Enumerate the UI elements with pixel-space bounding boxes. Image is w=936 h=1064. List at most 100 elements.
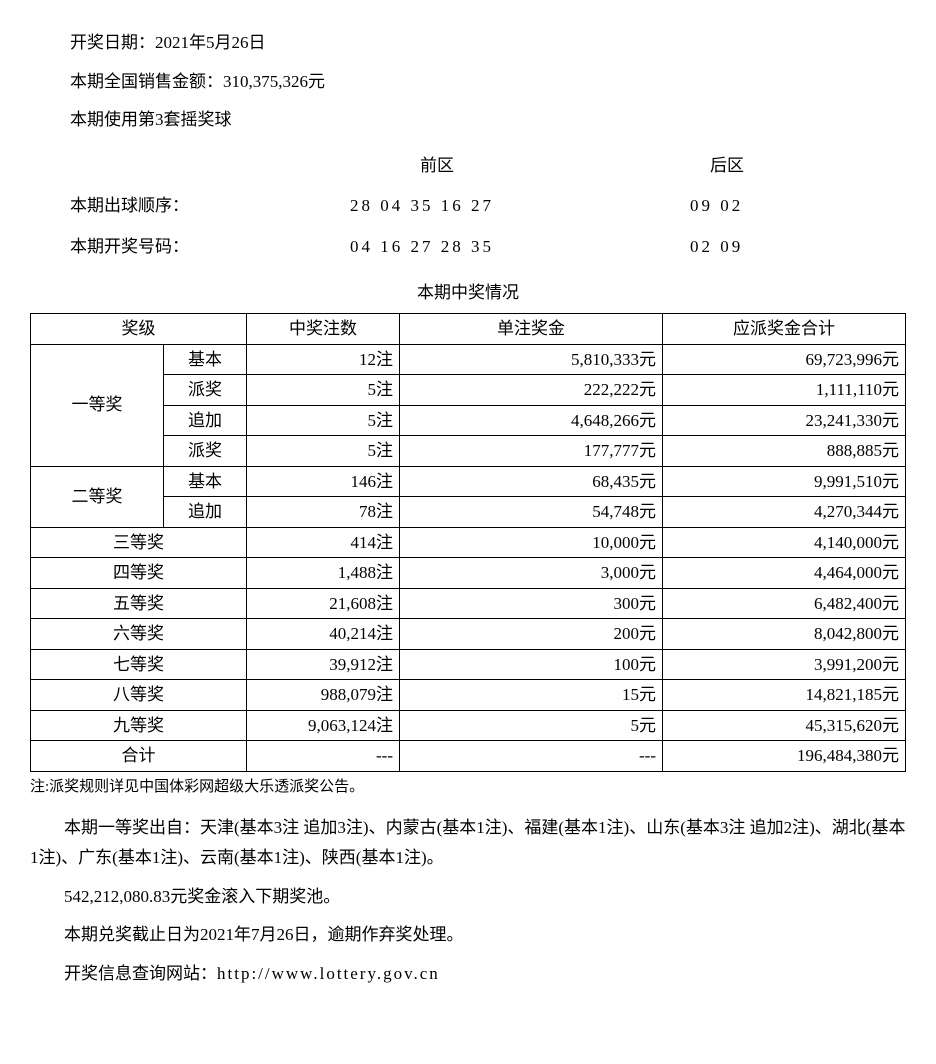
cell-prize: 177,777元 [400,436,663,467]
cell-level: 八等奖 [31,680,247,711]
winning-front: 04 16 27 28 35 [350,232,690,263]
cell-count: 1,488注 [247,558,400,589]
ball-set-line: 本期使用第3套摇奖球 [70,105,906,136]
cell-total: 888,885元 [663,436,906,467]
winning-numbers-row: 本期开奖号码： 04 16 27 28 35 02 09 [70,232,906,263]
cell-prize: 5元 [400,710,663,741]
winning-back: 02 09 [690,232,743,263]
website-label: 开奖信息查询网站： [64,964,217,983]
rules-note: 注:派奖规则详见中国体彩网超级大乐透派奖公告。 [30,774,906,801]
header-count: 中奖注数 [247,314,400,345]
cell-sublevel: 基本 [164,466,247,497]
header-prize: 单注奖金 [400,314,663,345]
draw-order-back: 09 02 [690,191,743,222]
table-row: 四等奖1,488注3,000元4,464,000元 [31,558,906,589]
numbers-section: 前区 后区 本期出球顺序： 28 04 35 16 27 09 02 本期开奖号… [70,151,906,263]
cell-sublevel: 追加 [164,405,247,436]
cell-level: 一等奖 [31,344,164,466]
website-paragraph: 开奖信息查询网站：http://www.lottery.gov.cn [30,959,906,990]
front-header: 前区 [350,151,690,182]
cell-prize: 54,748元 [400,497,663,528]
cell-prize: 300元 [400,588,663,619]
draw-order-label: 本期出球顺序： [70,191,350,222]
cell-total: 69,723,996元 [663,344,906,375]
table-header-row: 奖级 中奖注数 单注奖金 应派奖金合计 [31,314,906,345]
cell-prize: 68,435元 [400,466,663,497]
table-row: 一等奖基本12注5,810,333元69,723,996元 [31,344,906,375]
cell-level: 三等奖 [31,527,247,558]
cell-count: 5注 [247,375,400,406]
cell-count: 146注 [247,466,400,497]
cell-prize: 200元 [400,619,663,650]
cell-total: 4,270,344元 [663,497,906,528]
table-row: 合计------196,484,380元 [31,741,906,772]
cell-count: 988,079注 [247,680,400,711]
draw-date-line: 开奖日期：2021年5月26日 [70,28,906,59]
table-row: 六等奖40,214注200元8,042,800元 [31,619,906,650]
cell-sublevel: 派奖 [164,375,247,406]
draw-order-front: 28 04 35 16 27 [350,191,690,222]
cell-prize: --- [400,741,663,772]
sales-line: 本期全国销售金额：310,375,326元 [70,67,906,98]
cell-level: 九等奖 [31,710,247,741]
winners-paragraph: 本期一等奖出自：天津(基本3注 追加3注)、内蒙古(基本1注)、福建(基本1注)… [30,813,906,874]
sales-label: 本期全国销售金额： [70,72,223,91]
cell-prize: 100元 [400,649,663,680]
table-row: 三等奖414注10,000元4,140,000元 [31,527,906,558]
table-row: 二等奖基本146注68,435元9,991,510元 [31,466,906,497]
deadline-paragraph: 本期兑奖截止日为2021年7月26日，逾期作弃奖处理。 [30,920,906,951]
cell-total: 3,991,200元 [663,649,906,680]
cell-prize: 3,000元 [400,558,663,589]
cell-count: 5注 [247,405,400,436]
cell-total: 45,315,620元 [663,710,906,741]
cell-count: 9,063,124注 [247,710,400,741]
cell-sublevel: 派奖 [164,436,247,467]
cell-prize: 15元 [400,680,663,711]
cell-count: 414注 [247,527,400,558]
table-row: 七等奖39,912注100元3,991,200元 [31,649,906,680]
back-header: 后区 [690,151,744,182]
cell-total: 196,484,380元 [663,741,906,772]
cell-level: 五等奖 [31,588,247,619]
numbers-header-row: 前区 后区 [70,151,906,182]
cell-prize: 10,000元 [400,527,663,558]
draw-date-value: 2021年5月26日 [155,33,266,52]
sales-value: 310,375,326元 [223,72,325,91]
cell-total: 23,241,330元 [663,405,906,436]
cell-level: 四等奖 [31,558,247,589]
cell-count: 5注 [247,436,400,467]
draw-order-row: 本期出球顺序： 28 04 35 16 27 09 02 [70,191,906,222]
cell-total: 4,464,000元 [663,558,906,589]
header-level: 奖级 [31,314,247,345]
cell-sublevel: 追加 [164,497,247,528]
cell-total: 8,042,800元 [663,619,906,650]
header-total: 应派奖金合计 [663,314,906,345]
cell-total: 9,991,510元 [663,466,906,497]
cell-count: --- [247,741,400,772]
prize-table: 奖级 中奖注数 单注奖金 应派奖金合计 一等奖基本12注5,810,333元69… [30,313,906,772]
cell-total: 4,140,000元 [663,527,906,558]
winning-label: 本期开奖号码： [70,232,350,263]
cell-count: 40,214注 [247,619,400,650]
cell-prize: 222,222元 [400,375,663,406]
cell-sublevel: 基本 [164,344,247,375]
cell-prize: 4,648,266元 [400,405,663,436]
cell-level: 二等奖 [31,466,164,527]
cell-total: 1,111,110元 [663,375,906,406]
cell-count: 78注 [247,497,400,528]
cell-total: 6,482,400元 [663,588,906,619]
table-title: 本期中奖情况 [30,278,906,309]
table-row: 五等奖21,608注300元6,482,400元 [31,588,906,619]
cell-total: 14,821,185元 [663,680,906,711]
cell-level: 六等奖 [31,619,247,650]
cell-count: 21,608注 [247,588,400,619]
cell-prize: 5,810,333元 [400,344,663,375]
table-row: 八等奖988,079注15元14,821,185元 [31,680,906,711]
website-url: http://www.lottery.gov.cn [217,964,440,983]
rollover-paragraph: 542,212,080.83元奖金滚入下期奖池。 [30,882,906,913]
draw-date-label: 开奖日期： [70,33,155,52]
cell-level: 七等奖 [31,649,247,680]
table-row: 九等奖9,063,124注5元45,315,620元 [31,710,906,741]
cell-level: 合计 [31,741,247,772]
cell-count: 39,912注 [247,649,400,680]
